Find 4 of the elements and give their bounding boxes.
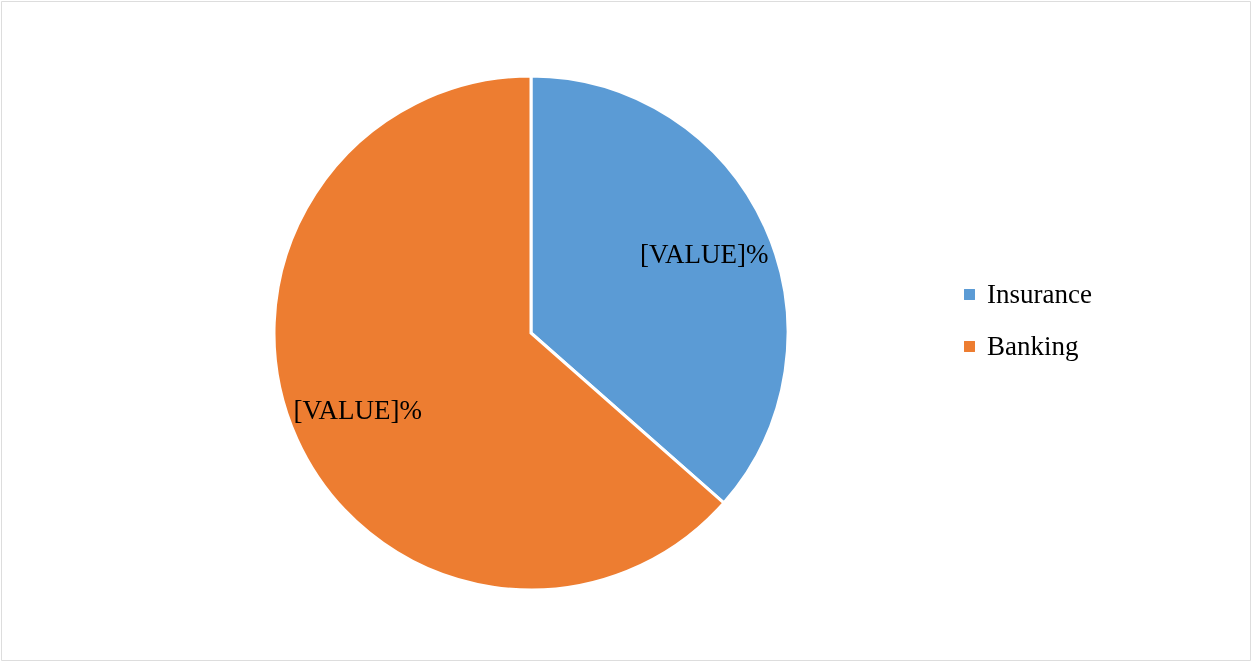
legend-label: Insurance (987, 278, 1092, 309)
data-label: [VALUE]% (293, 395, 423, 426)
legend-label: Banking (987, 330, 1079, 361)
data-label: [VALUE]% (639, 238, 769, 269)
